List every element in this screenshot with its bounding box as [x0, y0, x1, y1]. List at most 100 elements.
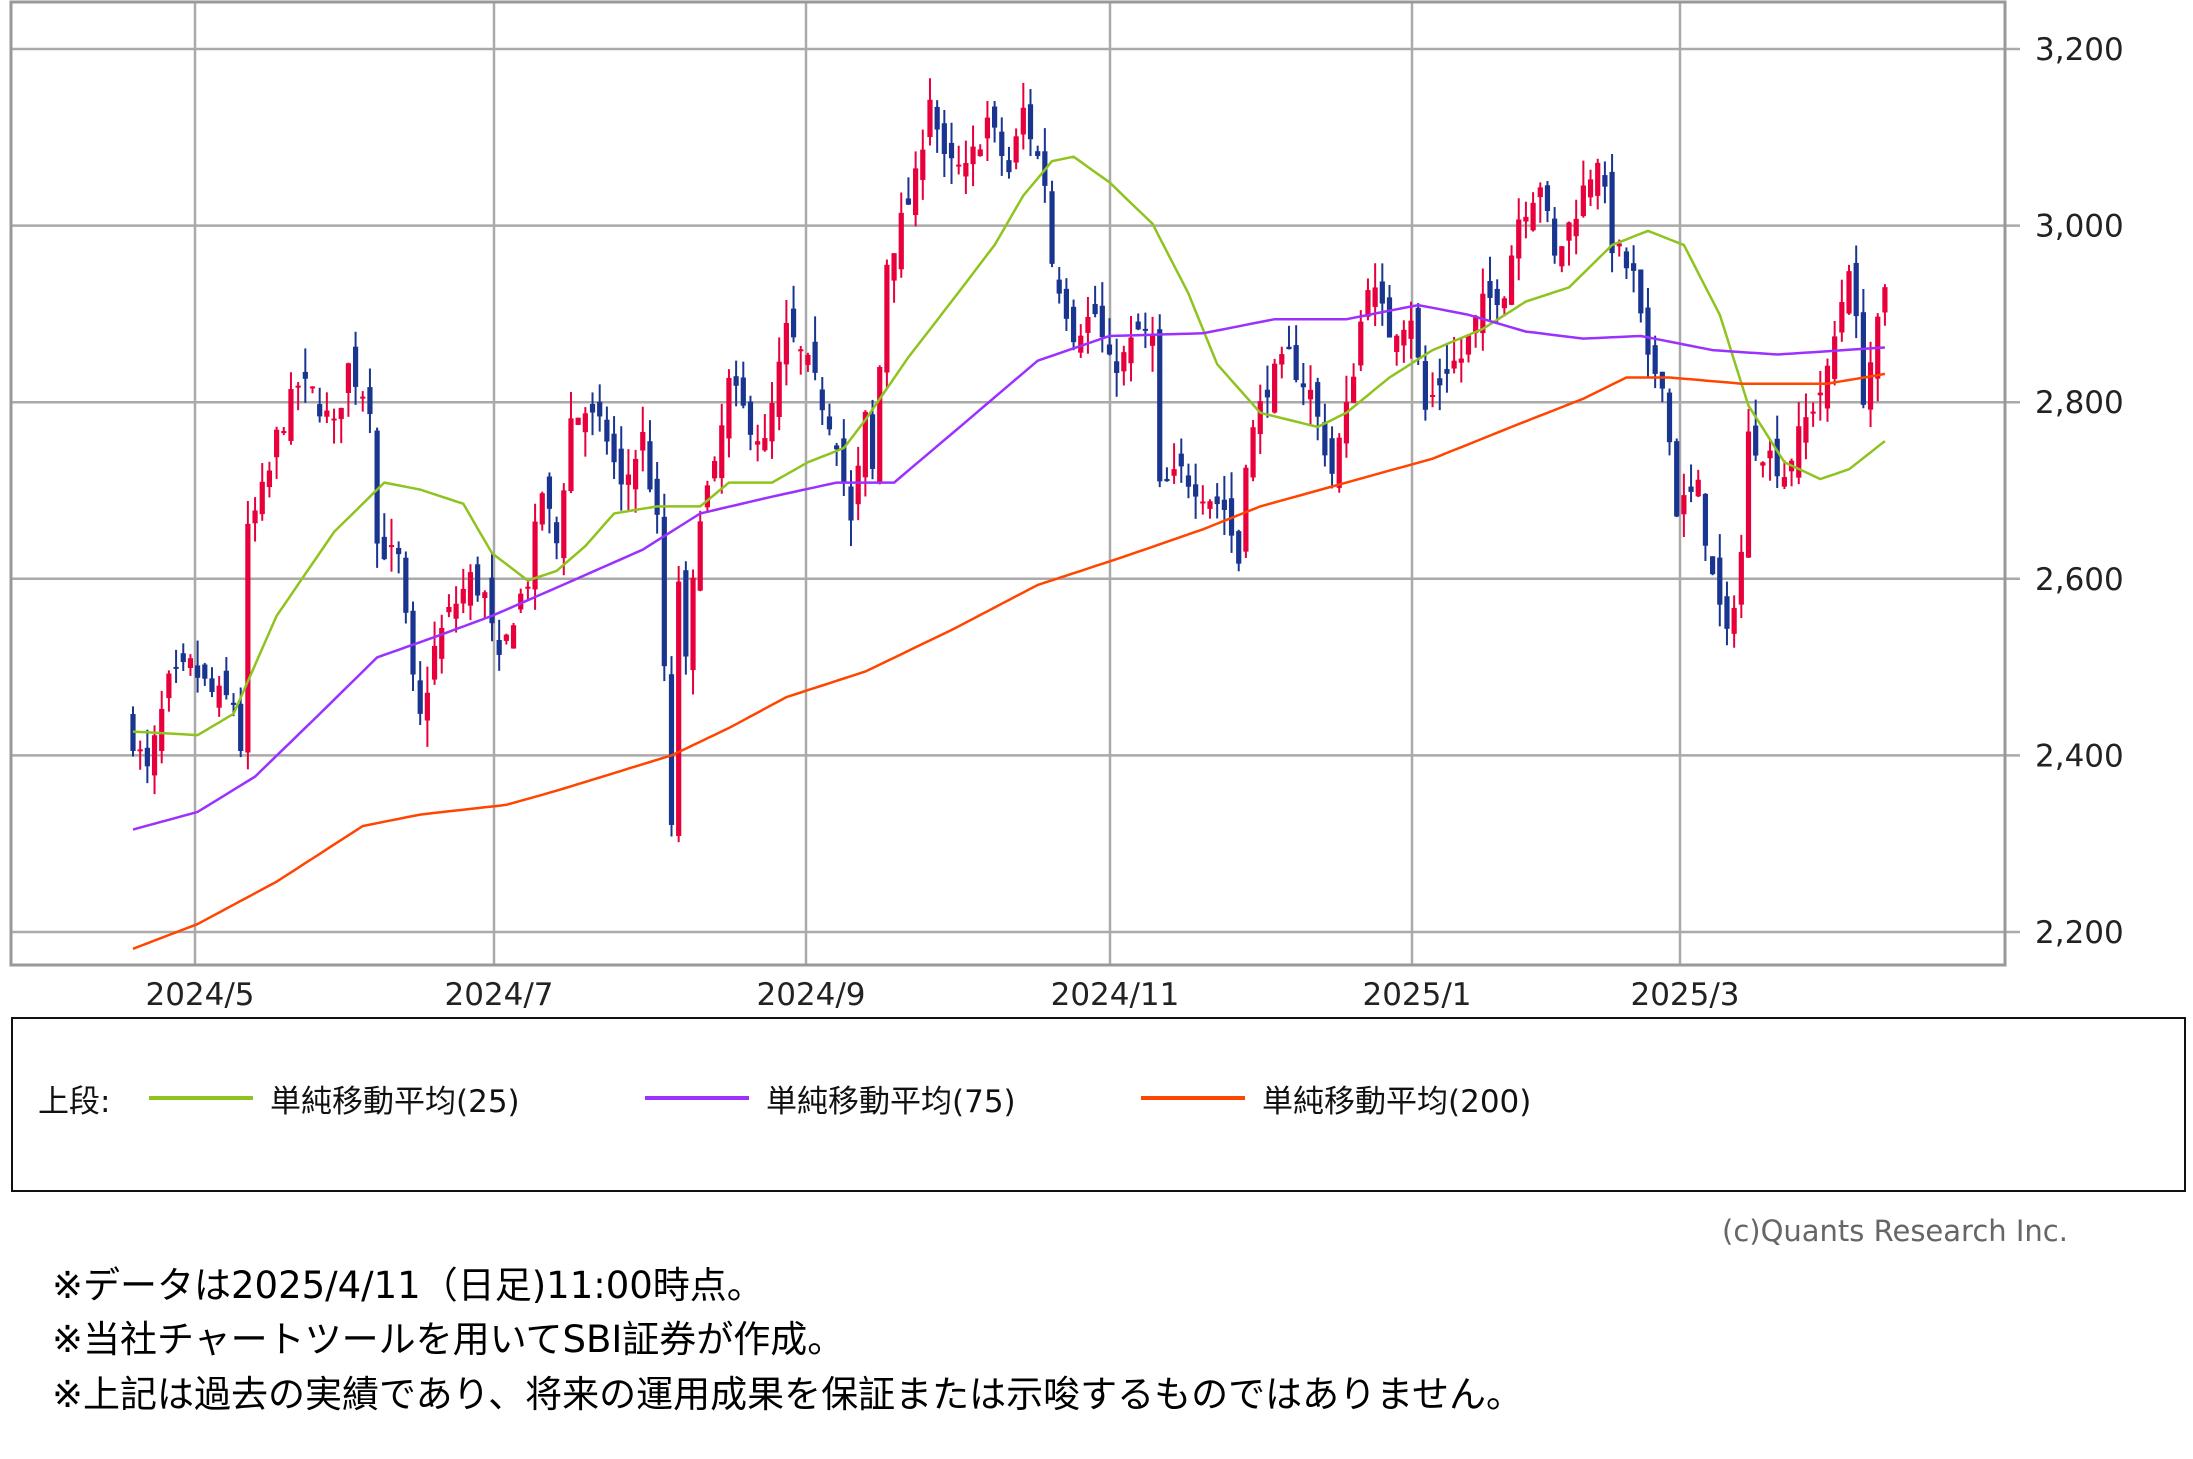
candle-body: [948, 142, 955, 159]
candle-body: [1293, 345, 1299, 381]
candle-body: [1336, 437, 1342, 488]
ma-line-200: [132, 372, 1886, 950]
candle-body: [891, 253, 897, 281]
candle-body: [934, 106, 940, 130]
candle-body: [1616, 243, 1622, 247]
candle-body: [1272, 363, 1278, 413]
candle-body: [1753, 425, 1759, 456]
candle-body: [1279, 354, 1285, 365]
candle-body: [1315, 382, 1321, 417]
candle-body: [740, 377, 746, 406]
candle-body: [446, 606, 452, 613]
candle-body: [848, 486, 854, 521]
candle-body: [1300, 383, 1306, 388]
y-tick-label: 2,800: [2035, 385, 2124, 421]
candle-body: [510, 625, 517, 649]
candle-body: [180, 653, 186, 663]
candle-body: [1114, 361, 1120, 373]
candle-body: [618, 448, 624, 485]
candle-body: [1609, 171, 1615, 254]
candle-body: [927, 99, 933, 138]
candle-body: [1351, 376, 1357, 403]
candle-body: [1099, 305, 1105, 338]
candle-body: [1056, 279, 1062, 294]
candle-body: [367, 387, 373, 415]
candle-body: [1092, 303, 1098, 315]
candle-body: [582, 413, 588, 433]
candle-body: [345, 363, 351, 393]
candle-body: [309, 386, 316, 389]
candle-body: [877, 367, 883, 483]
y-tick-label: 2,200: [2035, 915, 2124, 951]
candle-body: [525, 586, 531, 589]
candle-body: [1149, 335, 1156, 346]
candle-body: [144, 747, 150, 767]
candle-body: [1085, 316, 1091, 333]
candle-body: [1645, 307, 1651, 355]
candle-body: [1530, 202, 1536, 231]
candle-body: [1796, 426, 1802, 478]
candle-body: [467, 572, 474, 606]
candle-body: [977, 149, 983, 157]
candle-body: [1853, 262, 1859, 317]
candle-body: [633, 458, 639, 490]
note-2: ※当社チャートツールを用いてSBI証券が作成。: [52, 1318, 845, 1361]
candle-body: [690, 577, 696, 671]
candle-body: [1035, 151, 1041, 157]
candle-body: [1106, 344, 1113, 355]
candle-body: [1631, 263, 1637, 271]
candle-body: [1451, 360, 1457, 369]
candle-body: [424, 692, 430, 721]
candle-body: [360, 396, 366, 399]
candle-body: [1573, 218, 1579, 237]
candle-body: [245, 523, 251, 753]
candle-body: [1358, 321, 1364, 366]
candle-body: [1595, 162, 1601, 196]
candle-body: [769, 403, 775, 442]
ma-line-75: [132, 303, 1885, 831]
candle-body: [1394, 335, 1400, 353]
candle-body: [1832, 336, 1838, 379]
candle-body: [1623, 251, 1630, 269]
candle-body: [798, 349, 804, 352]
y-tick-label: 2,600: [2035, 562, 2124, 598]
candle-body: [647, 441, 653, 490]
candle-body: [1236, 531, 1242, 564]
candle-body: [1523, 216, 1529, 222]
candle-body: [1473, 315, 1479, 334]
legend-line-ma75: [645, 1096, 749, 1100]
candle-body: [834, 445, 840, 450]
candle-body: [1803, 417, 1809, 443]
candle-body: [352, 346, 359, 387]
candle-body: [1307, 389, 1314, 400]
copyright: (c)Quants Research Inc.: [1722, 1214, 2068, 1248]
candle-body: [1860, 312, 1866, 405]
candle-body: [898, 212, 904, 270]
candle-body: [1846, 271, 1852, 314]
candle-body: [625, 474, 632, 485]
candle-body: [532, 521, 538, 590]
candle-body: [381, 536, 387, 560]
candle-body: [202, 664, 208, 679]
candle-body: [159, 708, 165, 751]
candle-body: [1408, 320, 1414, 339]
candle-body: [826, 416, 833, 430]
x-tick-label: 2025/1: [1362, 977, 1471, 1010]
candle-body: [1221, 499, 1227, 510]
candle-body: [1537, 187, 1543, 198]
grid: [11, 2, 2020, 965]
candle-body: [1702, 493, 1709, 546]
candle-body: [783, 323, 789, 365]
candle-body: [1580, 185, 1586, 217]
candle-body: [1063, 288, 1069, 319]
candle-body: [417, 680, 423, 714]
candle-body: [1465, 335, 1472, 355]
candle-body: [661, 516, 667, 667]
candle-body: [1078, 335, 1084, 353]
candle-body: [1343, 402, 1350, 444]
candle-body: [496, 639, 502, 655]
candle-body: [683, 570, 689, 657]
candle-body: [668, 674, 675, 825]
candle-body: [554, 522, 560, 544]
candle-body: [1817, 392, 1823, 396]
